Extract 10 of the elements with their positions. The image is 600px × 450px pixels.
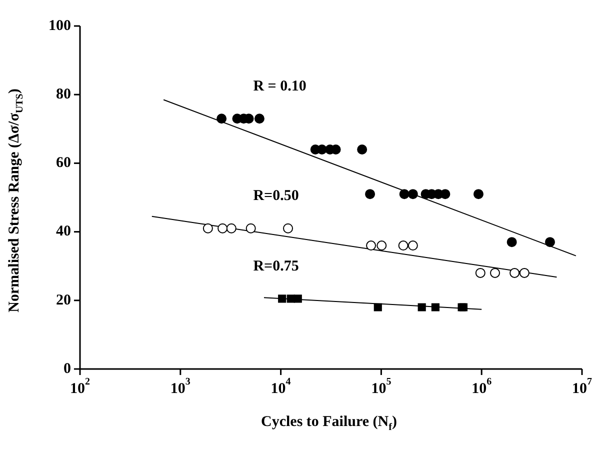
y-tick-label: 20: [56, 292, 71, 308]
series-label: R = 0.10: [253, 78, 306, 94]
y-tick-label: 40: [56, 224, 71, 240]
y-tick-label: 60: [56, 155, 71, 172]
series-label: R=0.50: [253, 188, 299, 204]
y-tick-label: 100: [48, 18, 71, 34]
series-label: R=0.75: [253, 258, 299, 275]
y-tick-label: 80: [56, 86, 71, 102]
x-axis-title: Cycles to Failure (N$_{f}$): [261, 414, 397, 433]
y-tick-label: 0: [64, 360, 71, 377]
